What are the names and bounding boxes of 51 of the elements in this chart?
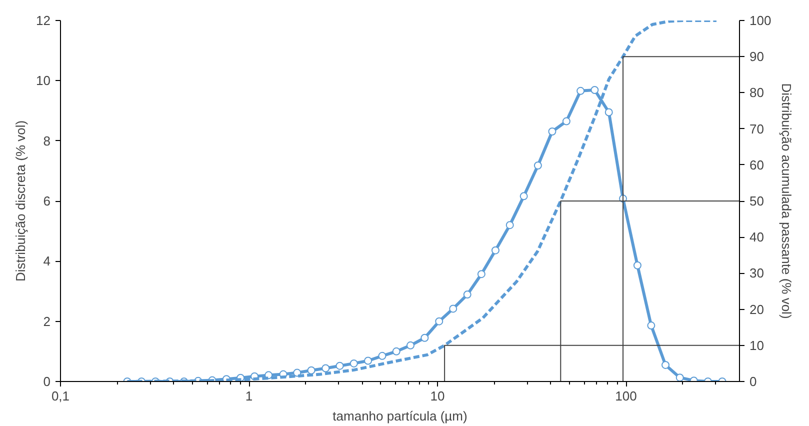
y2-tick-label: 30 [750, 266, 764, 281]
point [520, 192, 528, 200]
point [647, 322, 656, 330]
point [392, 347, 400, 356]
y-tick-label: 12 [36, 13, 51, 28]
point [576, 86, 585, 95]
point [676, 374, 684, 382]
x-tick-label: 0,1 [51, 388, 70, 404]
y2-tick-label: 0 [750, 374, 757, 389]
point [350, 359, 358, 368]
point [378, 352, 386, 360]
y2-tick-label: 90 [750, 49, 764, 64]
point [590, 86, 599, 94]
point [364, 356, 372, 365]
y-tick-label: 10 [36, 73, 51, 88]
point [662, 360, 670, 369]
y-tick-label: 4 [43, 254, 51, 269]
x-tick-label: 1 [245, 388, 253, 404]
point [420, 334, 429, 342]
y2-tick-label: 50 [750, 194, 764, 208]
y-tick-label: 8 [43, 133, 51, 148]
y2-tick-label: 70 [750, 121, 764, 136]
point [406, 341, 414, 350]
y-tick-label: 2 [43, 314, 51, 329]
point [477, 270, 486, 278]
y2-tick-label: 20 [750, 302, 764, 317]
point [604, 108, 613, 116]
point [562, 117, 570, 126]
point [633, 261, 642, 270]
point [534, 162, 542, 170]
x-tick-label: 10 [430, 388, 445, 404]
point [307, 366, 316, 374]
point [449, 304, 458, 313]
point [548, 128, 556, 136]
y2-tick-label: 10 [750, 338, 764, 353]
y-axis-title: Distribuição discreta (% vol) [13, 120, 28, 282]
x-tick-label: 100 [615, 388, 637, 404]
point [322, 364, 330, 372]
point [336, 362, 344, 370]
x-axis-title: tamanho partícula (µm) [332, 408, 468, 424]
y2-tick-label: 60 [750, 157, 764, 172]
point [506, 221, 514, 230]
y-tick-label: 0 [43, 374, 51, 389]
point [463, 290, 472, 299]
y2-tick-label: 100 [750, 13, 772, 28]
y-tick-label: 6 [43, 194, 51, 208]
point [435, 317, 444, 326]
point [491, 246, 500, 254]
y2-tick-label: 80 [750, 85, 764, 100]
y2-axis-title: Distribuição acumulada passante (% vol) [779, 83, 794, 319]
y2-tick-label: 40 [750, 230, 764, 245]
